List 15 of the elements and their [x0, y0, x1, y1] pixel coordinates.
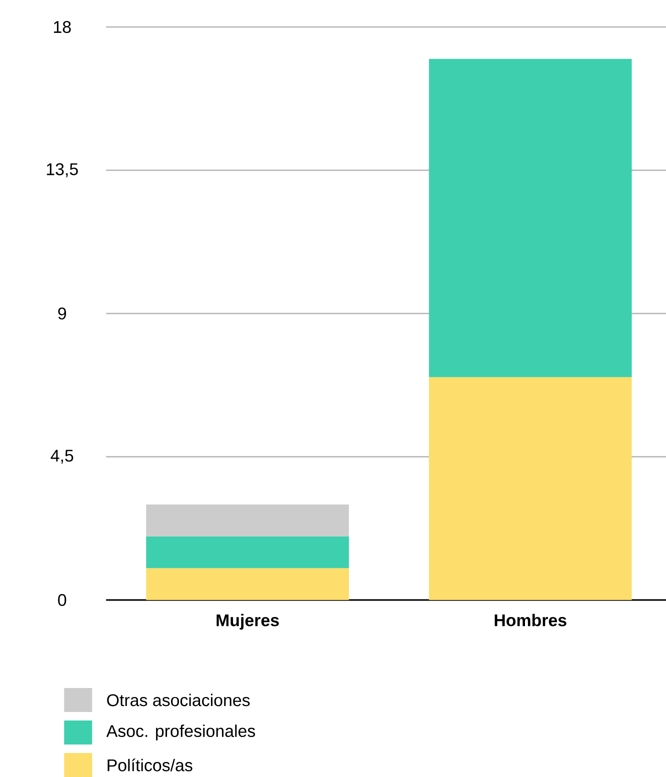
x-tick-label: Hombres	[494, 614, 566, 626]
y-tick-label: 9	[58, 308, 66, 320]
bar	[146, 568, 349, 600]
bar	[428, 58, 632, 378]
bar	[146, 536, 349, 568]
y-tick-label: 13,5	[46, 163, 78, 178]
y-tick-label: 0	[58, 594, 66, 606]
legend-label: Políticos/as	[108, 758, 192, 772]
x-tick-label: Mujeres	[216, 614, 279, 630]
bar	[428, 377, 632, 600]
bar	[146, 504, 349, 536]
y-tick-label: 4,5	[50, 450, 74, 464]
y-tick-label: 18	[54, 21, 71, 33]
legend-label: Otras asociaciones	[107, 694, 250, 706]
legend-label: Asoc. profesionales	[106, 724, 255, 740]
